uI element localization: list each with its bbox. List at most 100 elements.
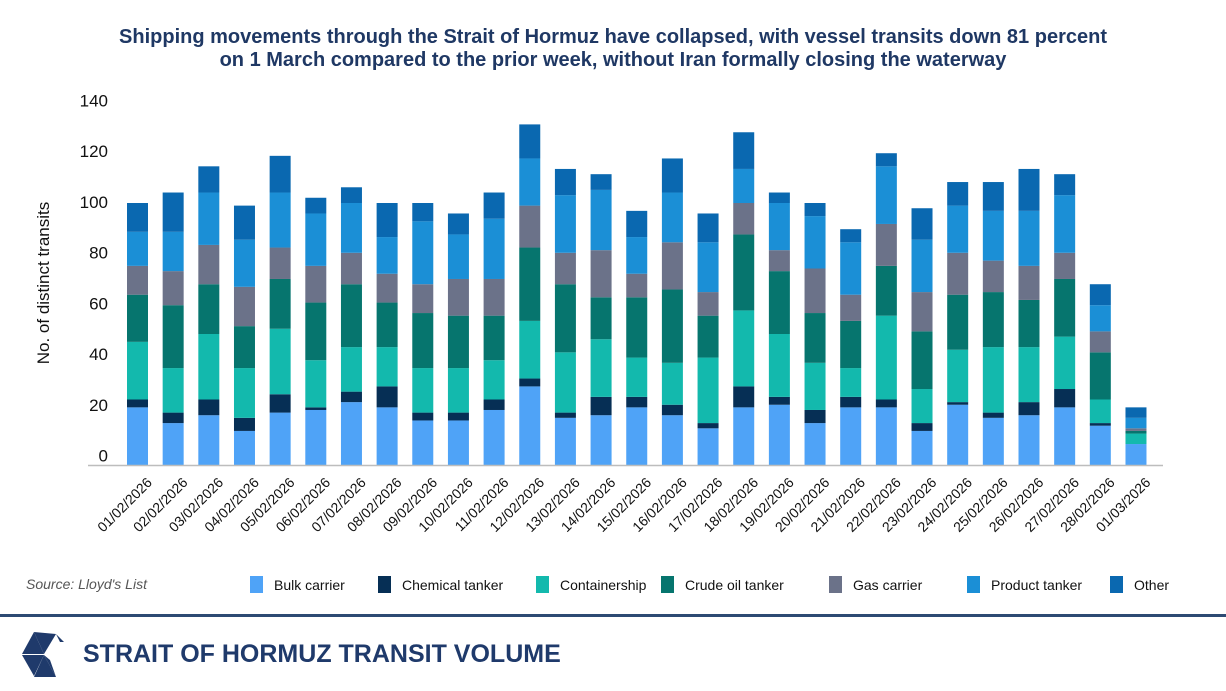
bar-segment-product-tanker [233, 239, 255, 287]
bar-segment-containership [1018, 347, 1040, 403]
bar-segment-crude-oil-tanker [198, 284, 220, 334]
bar-segment-containership [198, 334, 220, 400]
bar-stack-19-02-2026 [768, 192, 790, 465]
bar-segment-other [233, 205, 255, 240]
bar-segment-chemical-tanker [733, 386, 755, 408]
bar-segment-containership [305, 360, 327, 408]
bar-segment-product-tanker [412, 221, 434, 285]
bar-segment-other [305, 197, 327, 214]
legend-label: Gas carrier [853, 576, 923, 593]
legend-item-chemical-tanker: Chemical tanker [378, 576, 503, 593]
bar-stack-07-02-2026 [340, 187, 362, 465]
legend-label: Product tanker [991, 576, 1083, 593]
bar-segment-product-tanker [162, 231, 184, 272]
bar-segment-other [127, 203, 148, 232]
legend-swatch-crude-oil-tanker [661, 576, 674, 593]
bar-segment-bulk-carrier [626, 407, 648, 465]
bar-segment-gas-carrier [269, 247, 291, 279]
y-tick-label: 40 [89, 345, 108, 364]
bar-segment-bulk-carrier [697, 428, 719, 465]
bar-segment-bulk-carrier [947, 404, 969, 465]
bar-segment-crude-oil-tanker [1018, 299, 1040, 348]
bar-stack-01-03-2026 [1125, 407, 1147, 465]
bar-segment-chemical-tanker [982, 412, 1004, 418]
bar-segment-bulk-carrier [1018, 415, 1040, 465]
legend-item-gas-carrier: Gas carrier [829, 576, 922, 593]
bar-segment-product-tanker [804, 216, 826, 269]
bar-segment-other [1018, 168, 1040, 211]
bar-segment-bulk-carrier [1054, 407, 1076, 465]
bar-segment-product-tanker [340, 203, 362, 253]
bar-segment-bulk-carrier [733, 407, 755, 465]
bar-stack-28-02-2026 [1089, 284, 1111, 465]
bar-segment-product-tanker [626, 237, 648, 274]
chart-title: Shipping movements through the Strait of… [0, 26, 1226, 72]
bar-segment-product-tanker [1054, 195, 1076, 253]
bar-segment-crude-oil-tanker [1089, 352, 1111, 400]
bar-stack-17-02-2026 [697, 213, 719, 465]
bar-segment-chemical-tanker [1054, 389, 1076, 408]
bar-segment-gas-carrier [162, 271, 184, 306]
bar-segment-gas-carrier [697, 292, 719, 316]
bar-segment-product-tanker [1018, 210, 1040, 266]
bar-segment-chemical-tanker [590, 396, 612, 416]
bar-segment-other [412, 203, 434, 222]
bar-segment-containership [840, 368, 862, 397]
bar-segment-chemical-tanker [697, 423, 719, 429]
bar-stack-03-02-2026 [198, 166, 220, 465]
bar-segment-bulk-carrier [768, 404, 790, 465]
bars-layer [127, 124, 1147, 465]
bar-segment-chemical-tanker [340, 391, 362, 403]
bar-segment-crude-oil-tanker [269, 278, 291, 329]
bar-segment-gas-carrier [340, 252, 362, 285]
bar-segment-other [483, 192, 505, 219]
bar-segment-gas-carrier [733, 203, 755, 235]
bar-segment-containership [127, 341, 148, 400]
bar-segment-chemical-tanker [162, 412, 184, 424]
legend-item-bulk-carrier: Bulk carrier [250, 576, 345, 593]
y-tick-labels: 0 20 40 60 80 100 120 140 [80, 91, 108, 465]
bar-segment-product-tanker [982, 210, 1004, 261]
bar-segment-gas-carrier [483, 278, 505, 316]
bar-stack-22-02-2026 [875, 153, 897, 465]
bar-segment-containership [412, 368, 434, 413]
bar-segment-other [519, 124, 541, 159]
bar-segment-gas-carrier [911, 292, 933, 332]
bar-segment-crude-oil-tanker [1054, 278, 1076, 337]
bar-segment-chemical-tanker [1089, 423, 1111, 426]
bar-segment-product-tanker [305, 213, 327, 266]
bar-segment-gas-carrier [376, 273, 398, 303]
bar-segment-bulk-carrier [376, 407, 398, 465]
bar-segment-gas-carrier [554, 252, 576, 285]
legend-item-product-tanker: Product tanker [967, 576, 1082, 593]
bar-stack-05-02-2026 [269, 155, 291, 465]
bar-segment-other [447, 213, 469, 235]
bar-stack-12-02-2026 [519, 124, 541, 465]
legend-label: Other [1134, 576, 1170, 593]
bar-segment-bulk-carrier [911, 430, 933, 465]
bar-segment-bulk-carrier [198, 415, 220, 465]
bar-segment-containership [233, 368, 255, 418]
y-tick-label: 100 [80, 193, 108, 212]
bar-segment-bulk-carrier [127, 407, 148, 465]
bar-segment-product-tanker [447, 234, 469, 279]
bar-segment-crude-oil-tanker [661, 289, 683, 363]
bar-segment-gas-carrier [1054, 252, 1076, 279]
bar-segment-bulk-carrier [305, 409, 327, 465]
bar-segment-crude-oil-tanker [376, 302, 398, 348]
bar-segment-gas-carrier [840, 294, 862, 321]
bar-stack-01-02-2026 [127, 203, 148, 465]
bar-segment-chemical-tanker [804, 409, 826, 424]
bar-segment-gas-carrier [1125, 428, 1147, 431]
bar-segment-bulk-carrier [590, 415, 612, 465]
footer-divider [0, 614, 1226, 617]
bar-stack-25-02-2026 [982, 182, 1004, 465]
bar-stack-26-02-2026 [1018, 168, 1040, 465]
bar-stack-11-02-2026 [483, 192, 505, 465]
bar-segment-crude-oil-tanker [733, 234, 755, 311]
bar-segment-containership [697, 357, 719, 424]
bar-segment-chemical-tanker [947, 402, 969, 405]
bar-segment-other [840, 229, 862, 243]
legend-item-other: Other [1110, 576, 1169, 593]
bar-segment-chemical-tanker [233, 417, 255, 431]
